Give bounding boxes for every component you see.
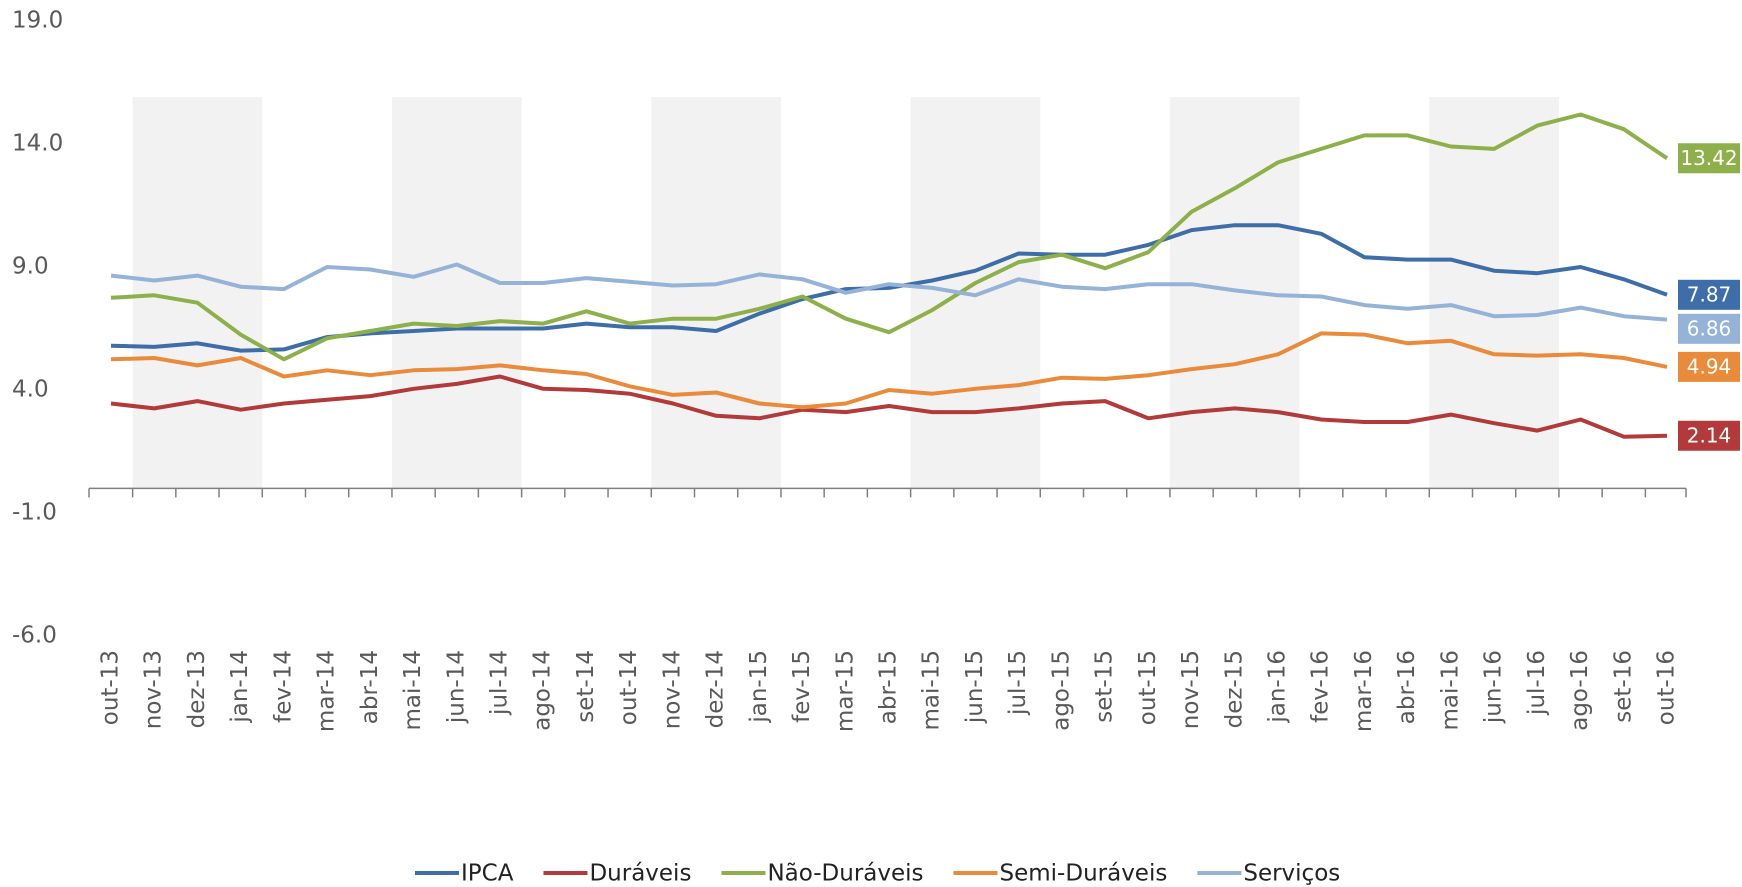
band <box>910 97 1041 489</box>
x-tick-label: set-15 <box>1092 650 1118 723</box>
value-label-box <box>1678 351 1740 382</box>
x-tick-label: jan-14 <box>227 650 253 724</box>
x-tick-label: mai-15 <box>919 650 945 730</box>
value-label-box <box>1678 420 1740 451</box>
x-tick-label: mar-16 <box>1351 650 1377 732</box>
band <box>391 97 522 489</box>
series-line <box>110 223 1668 353</box>
value-label-box <box>1678 313 1740 344</box>
band <box>132 97 263 489</box>
value-label-box <box>1678 143 1740 174</box>
x-tick-label: set-14 <box>573 650 599 723</box>
y-tick-label: 9.0 <box>12 254 49 280</box>
x-tick-label: mai-16 <box>1437 650 1463 730</box>
series-line <box>110 374 1668 439</box>
x-tick-label: abr-15 <box>876 650 902 724</box>
x-tick-label: jun-15 <box>962 650 988 724</box>
x-tick-label: out-14 <box>616 650 642 725</box>
x-tick-label: jul-16 <box>1524 650 1550 716</box>
x-tick-label: mar-15 <box>832 650 858 732</box>
band <box>651 97 781 489</box>
value-label: 7.87 <box>1687 282 1732 306</box>
y-tick-label: 4.0 <box>12 377 49 403</box>
legend-label: Semi-Duráveis <box>1000 861 1168 887</box>
series-line <box>110 112 1669 362</box>
x-tick-label: mar-14 <box>314 650 340 732</box>
value-label: 6.86 <box>1687 316 1732 340</box>
series-line <box>110 331 1668 410</box>
value-label: 2.14 <box>1687 423 1732 447</box>
x-tick-label: fev-14 <box>270 650 296 723</box>
x-tick-label: jun-14 <box>443 650 469 724</box>
legend-label: Duráveis <box>589 861 691 887</box>
legend-label: Serviços <box>1243 861 1340 887</box>
x-tick-label: ago-16 <box>1567 650 1593 731</box>
x-tick-label: nov-15 <box>1178 650 1204 729</box>
x-tick-label: dez-15 <box>1221 650 1247 728</box>
x-tick-label: out-15 <box>1135 650 1161 725</box>
x-tick-label: jan-15 <box>746 650 772 724</box>
x-tick-label: ago-14 <box>530 650 556 731</box>
y-tick-label: 14.0 <box>12 131 63 157</box>
band <box>1169 97 1300 489</box>
x-tick-label: abr-14 <box>357 650 383 724</box>
value-label: 4.94 <box>1687 354 1732 378</box>
series-line <box>110 262 1668 322</box>
x-tick-label: nov-13 <box>141 650 167 729</box>
legend-label: IPCA <box>461 861 514 887</box>
x-tick-label: out-16 <box>1654 650 1680 725</box>
x-tick-label: fev-16 <box>1308 650 1334 723</box>
x-tick-label: jan-16 <box>1265 650 1291 724</box>
x-tick-label: dez-14 <box>703 650 729 728</box>
x-tick-label: mai-14 <box>400 650 426 730</box>
x-tick-label: set-16 <box>1610 650 1636 723</box>
y-tick-label: -6.0 <box>12 623 57 649</box>
x-tick-label: fev-15 <box>789 650 815 723</box>
x-tick-label: dez-13 <box>184 650 210 728</box>
value-label: 13.42 <box>1680 146 1737 170</box>
x-tick-label: jun-16 <box>1481 650 1507 724</box>
legend-label: Não-Duráveis <box>767 861 923 887</box>
x-tick-label: jul-15 <box>1005 650 1031 716</box>
value-label-box <box>1678 279 1740 310</box>
x-tick-label: jul-14 <box>487 650 513 716</box>
x-tick-label: nov-14 <box>659 650 685 729</box>
x-tick-label: out-13 <box>98 650 124 725</box>
y-tick-label: -1.0 <box>12 500 57 526</box>
x-tick-label: ago-15 <box>1048 650 1074 731</box>
x-tick-label: abr-16 <box>1394 650 1420 724</box>
y-tick-label: 19.0 <box>12 8 63 34</box>
legend: IPCA Duráveis Não-Duráveis Semi-Duráveis Ser… <box>415 861 1340 887</box>
